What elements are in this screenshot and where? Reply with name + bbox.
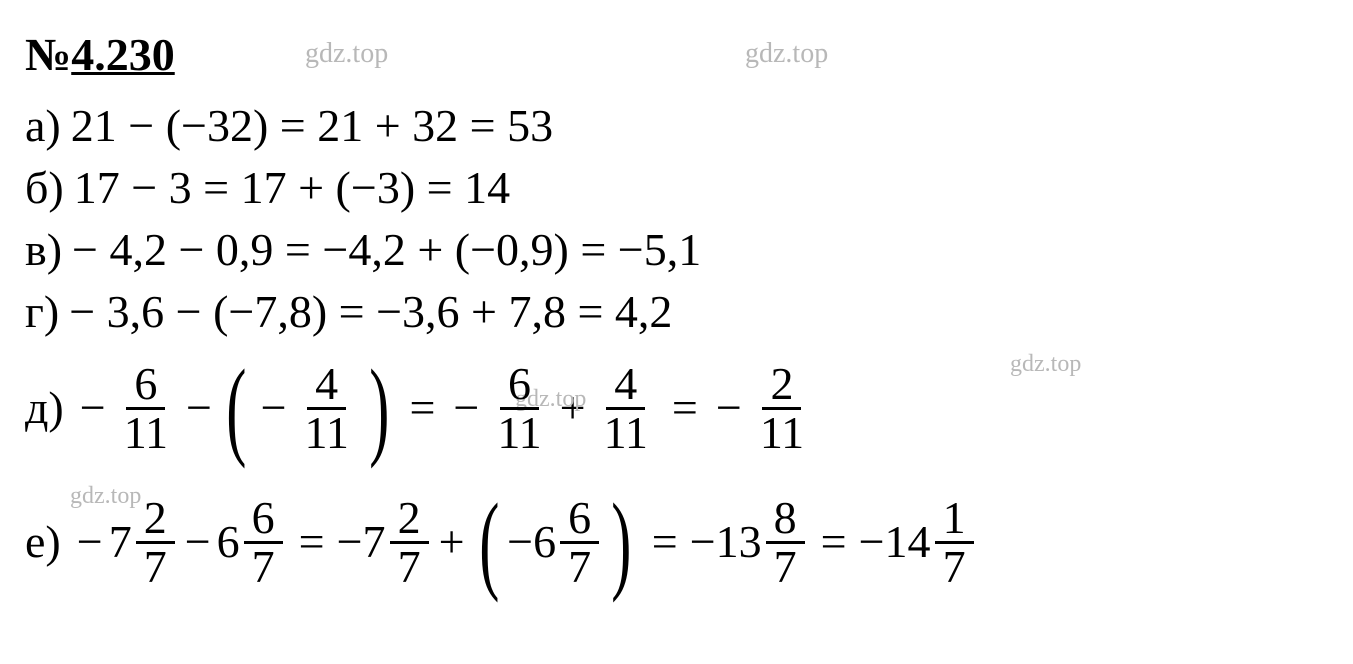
- denominator: 11: [297, 410, 357, 456]
- integer-part: 7: [109, 511, 132, 573]
- equation-text: 21 − (−32) = 21 + 32 = 53: [71, 95, 553, 157]
- title-prefix: №: [25, 29, 71, 80]
- watermark: gdz.top: [745, 38, 828, 70]
- line-label: б): [25, 157, 64, 219]
- numerator: 4: [606, 361, 645, 410]
- equation-line-g: г) − 3,6 − (−7,8) = −3,6 + 7,8 = 4,2: [25, 281, 1328, 343]
- numerator: 6: [500, 361, 539, 410]
- fraction: 2 11: [752, 361, 812, 456]
- minus-sign: −: [80, 377, 106, 439]
- equals-sign: =: [409, 377, 435, 439]
- watermark: gdz.top: [1010, 348, 1081, 380]
- minus-sign: −: [716, 377, 742, 439]
- denominator: 11: [752, 410, 812, 456]
- left-paren-icon: (: [479, 509, 499, 575]
- integer-part: 6: [217, 511, 240, 573]
- integer-part: −14: [859, 511, 931, 573]
- minus-sign: −: [186, 377, 212, 439]
- equation-line-b: б) 17 − 3 = 17 + (−3) = 14: [25, 157, 1328, 219]
- equals-sign: =: [652, 511, 678, 573]
- denominator: 11: [596, 410, 656, 456]
- line-label: г): [25, 281, 59, 343]
- denominator: 11: [489, 410, 549, 456]
- denominator: 7: [560, 544, 599, 590]
- fraction: 6 7: [560, 495, 599, 590]
- minus-sign: −: [453, 377, 479, 439]
- equation-text: − 3,6 − (−7,8) = −3,6 + 7,8 = 4,2: [69, 281, 672, 343]
- fraction: 4 11: [596, 361, 656, 456]
- left-paren-icon: (: [226, 375, 246, 441]
- minus-sign: −: [77, 511, 103, 573]
- numerator: 2: [136, 495, 175, 544]
- fraction: 6 11: [489, 361, 549, 456]
- equation-line-a: а) 21 − (−32) = 21 + 32 = 53: [25, 95, 1328, 157]
- fraction: 4 11: [297, 361, 357, 456]
- fraction: 2 7: [390, 495, 429, 590]
- denominator: 7: [390, 544, 429, 590]
- numerator: 8: [766, 495, 805, 544]
- fraction: 6 11: [116, 361, 176, 456]
- equation-line-d: д) − 6 11 − ( − 4 11 ) = gdz.top − 6 11 …: [25, 343, 1328, 473]
- minus-sign: −: [261, 377, 287, 439]
- fraction: 6 7: [244, 495, 283, 590]
- denominator: 7: [935, 544, 974, 590]
- watermark: gdz.top: [70, 480, 141, 512]
- denominator: 7: [766, 544, 805, 590]
- equals-sign: =: [821, 511, 847, 573]
- right-paren-icon: ): [611, 509, 631, 575]
- plus-sign: +: [439, 511, 465, 573]
- title-number: 4.230: [71, 29, 175, 80]
- numerator: 2: [762, 361, 801, 410]
- numerator: 2: [390, 495, 429, 544]
- equation-line-e: gdz.top е) − 7 2 7 − 6 6 7 = −7 2 7 + ( …: [25, 477, 1328, 607]
- fraction: 1 7: [935, 495, 974, 590]
- line-label: е): [25, 511, 61, 573]
- fraction: 2 7: [136, 495, 175, 590]
- denominator: 7: [136, 544, 175, 590]
- fraction: 8 7: [766, 495, 805, 590]
- equation-text: − 4,2 − 0,9 = −4,2 + (−0,9) = −5,1: [72, 219, 701, 281]
- equation-line-v: в) − 4,2 − 0,9 = −4,2 + (−0,9) = −5,1: [25, 219, 1328, 281]
- equals-sign: =: [299, 511, 325, 573]
- problem-title: №4.230 gdz.top gdz.top: [25, 28, 1328, 81]
- line-label: д): [25, 377, 64, 439]
- denominator: 7: [244, 544, 283, 590]
- numerator: 4: [307, 361, 346, 410]
- integer-part: −7: [337, 511, 386, 573]
- line-label: в): [25, 219, 62, 281]
- right-paren-icon: ): [369, 375, 389, 441]
- equation-text: 17 − 3 = 17 + (−3) = 14: [74, 157, 510, 219]
- numerator: 6: [244, 495, 283, 544]
- denominator: 11: [116, 410, 176, 456]
- integer-part: −6: [507, 511, 556, 573]
- numerator: 6: [126, 361, 165, 410]
- equals-sign: =: [672, 377, 698, 439]
- watermark: gdz.top: [305, 38, 388, 70]
- line-label: а): [25, 95, 61, 157]
- minus-sign: −: [185, 511, 211, 573]
- integer-part: −13: [690, 511, 762, 573]
- numerator: 1: [935, 495, 974, 544]
- numerator: 6: [560, 495, 599, 544]
